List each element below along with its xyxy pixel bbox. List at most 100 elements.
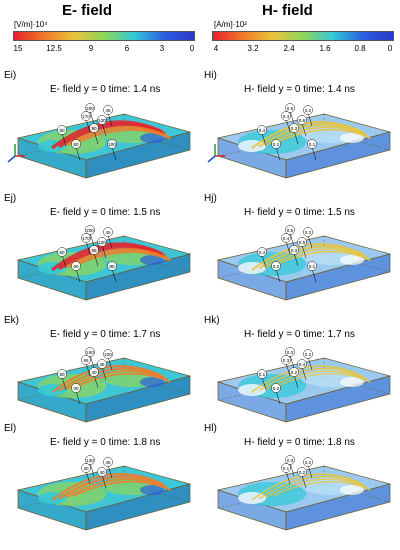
label-bubble: [103, 349, 113, 359]
panel-id: Ej): [4, 193, 17, 204]
label-value: 45: [105, 460, 111, 465]
label-bubble: [297, 467, 307, 477]
label-bubble: [71, 139, 81, 149]
label-leader-line: [311, 268, 317, 283]
label-bubble: [85, 225, 95, 235]
label-value: 0.4: [259, 250, 266, 255]
e-colorbar-tick: 15: [13, 44, 23, 53]
label-bubble: [57, 369, 67, 379]
label-bubble: [281, 233, 291, 243]
label-leader-line: [107, 112, 113, 127]
label-bubble: [257, 369, 267, 379]
label-bubble: [281, 111, 291, 121]
label-value: 90: [91, 126, 97, 131]
field-region: [340, 485, 364, 495]
label-bubble: [97, 467, 107, 477]
label-bubble: [81, 355, 91, 365]
e-colorbar-tick: 0: [189, 44, 195, 53]
wavefront-arc: [258, 245, 366, 270]
label-leader-line: [301, 122, 307, 137]
label-value: 0.2: [273, 264, 280, 269]
panel-caption: H- field y = 0 time: 1.4 ns: [244, 84, 355, 95]
label-leader-line: [93, 252, 99, 267]
label-bubble: [81, 463, 91, 473]
label-leader-line: [301, 366, 307, 381]
label-value: 0.6: [299, 118, 306, 123]
label-value: 0.5: [299, 240, 306, 245]
label-leader-line: [301, 474, 307, 489]
e-colorbar-tick: 12.5: [46, 44, 62, 53]
label-value: 0.5: [287, 106, 294, 111]
panel-caption: H- field y = 0 time: 1.8 ns: [244, 437, 355, 448]
label-leader-line: [289, 462, 295, 477]
label-value: 0.3: [305, 230, 312, 235]
label-value: 100: [108, 142, 116, 147]
label-value: 45: [105, 230, 111, 235]
field-region: [140, 255, 164, 265]
panel-caption: E- field y = 0 time: 1.7 ns: [50, 329, 161, 340]
label-leader-line: [75, 390, 81, 405]
h-field-plot: 0.5 0.30.40.50.30.40.2 0.1: [216, 225, 392, 301]
label-leader-line: [261, 254, 267, 269]
label-bubble: [289, 245, 299, 255]
label-leader-line: [311, 146, 317, 161]
label-value: 0.2: [291, 370, 298, 375]
label-leader-line: [61, 132, 67, 147]
label-leader-line: [101, 244, 107, 259]
e-colorbar-tick: 9: [88, 44, 94, 53]
label-bubble: [297, 237, 307, 247]
label-value: 60: [73, 142, 79, 147]
wavefront-arc: [72, 480, 171, 497]
label-bubble: [303, 105, 313, 115]
label-leader-line: [89, 232, 95, 247]
label-value: 60: [73, 264, 79, 269]
label-bubble: [85, 103, 95, 113]
label-value: 80: [109, 264, 115, 269]
panel-id: El): [4, 423, 17, 434]
label-bubble: [97, 359, 107, 369]
label-value: 30: [83, 466, 89, 471]
label-value: 0.5: [287, 228, 294, 233]
field-region: [340, 255, 364, 265]
label-bubble: [303, 457, 313, 467]
wavefront-arc: [72, 250, 171, 267]
label-value: 60: [59, 250, 65, 255]
label-value: 0.3: [287, 350, 294, 355]
label-bubble: [89, 123, 99, 133]
label-leader-line: [307, 356, 313, 371]
wavefront-arc: [72, 128, 171, 145]
label-bubble: [97, 237, 107, 247]
label-value: 45: [99, 362, 105, 367]
label-value: 0.4: [283, 236, 290, 241]
h-field-plot: 0.5 0.2 0.4 0.60.3 0.4 0.2 0.1: [216, 103, 392, 179]
label-bubble: [307, 261, 317, 271]
label-bubble: [107, 261, 117, 271]
label-bubble: [257, 247, 267, 257]
label-value: 0.4: [299, 362, 306, 367]
panel-id: Hi): [204, 70, 217, 81]
label-leader-line: [289, 232, 295, 247]
h-field-header: H- field: [262, 2, 313, 19]
label-leader-line: [89, 462, 95, 477]
label-leader-line: [275, 390, 281, 405]
h-colorbar-unit: [A/m]·10²: [214, 20, 247, 29]
label-value: 60: [59, 128, 65, 133]
wavefront-arc: [258, 367, 366, 392]
label-leader-line: [101, 366, 107, 381]
label-leader-line: [285, 118, 291, 133]
label-value: 170: [82, 114, 90, 119]
label-value: 170: [82, 236, 90, 241]
label-leader-line: [107, 464, 113, 479]
wavefront-arc: [272, 250, 371, 267]
label-leader-line: [285, 240, 291, 255]
field-region: [340, 133, 364, 143]
wavefront-arc: [265, 126, 368, 146]
wavefront-arc: [72, 372, 171, 389]
label-value: 120: [98, 240, 106, 245]
label-leader-line: [111, 146, 117, 161]
label-bubble: [289, 123, 299, 133]
label-leader-line: [85, 362, 91, 377]
